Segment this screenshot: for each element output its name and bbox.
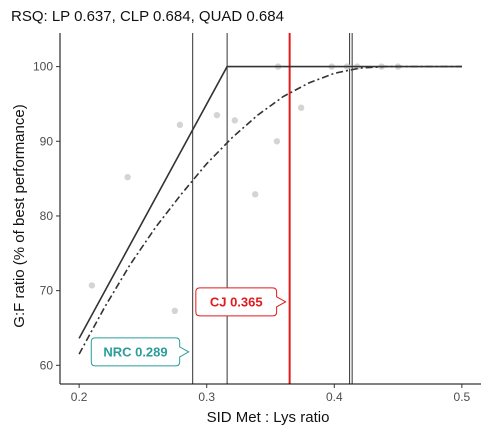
y-axis-ticks: 60 70 80 90 100 (33, 60, 60, 372)
fitted-series (78, 65, 462, 355)
y-tick-label: 70 (40, 284, 54, 298)
x-axis-ticks: 0.2 0.3 0.4 0.5 (71, 384, 471, 404)
callout-box (90, 337, 190, 367)
data-point (171, 307, 179, 315)
threshold-callouts: NRC 0.289 CJ 0.365 (90, 287, 287, 367)
data-point (251, 191, 259, 198)
data-point (88, 282, 96, 289)
x-tick-label: 0.3 (198, 390, 215, 404)
callout-label: CJ 0.365 (210, 294, 263, 309)
data-point (213, 111, 221, 119)
x-tick-label: 0.5 (454, 390, 471, 404)
y-tick-label: 100 (33, 60, 53, 74)
x-tick-label: 0.2 (71, 390, 88, 404)
data-point (231, 117, 238, 124)
y-axis-title: G:F ratio (% of best performance) (11, 104, 28, 327)
y-tick-label: 80 (40, 209, 54, 223)
y-tick-label: 90 (40, 134, 54, 148)
data-point (273, 138, 281, 145)
callout-box (195, 287, 287, 317)
y-tick-label: 60 (40, 358, 54, 372)
data-point (297, 104, 305, 111)
vertical-reference-lines (192, 33, 353, 384)
series-line-dashdot (78, 65, 462, 355)
data-points (88, 63, 402, 315)
x-axis-title: SID Met : Lys ratio (207, 409, 330, 426)
data-point (124, 173, 131, 181)
chart-title: RSQ: LP 0.637, CLP 0.684, QUAD 0.684 (11, 8, 284, 25)
axes (59, 33, 481, 385)
x-tick-label: 0.4 (326, 390, 343, 404)
data-point (176, 121, 184, 129)
callout-label: NRC 0.289 (103, 344, 167, 359)
